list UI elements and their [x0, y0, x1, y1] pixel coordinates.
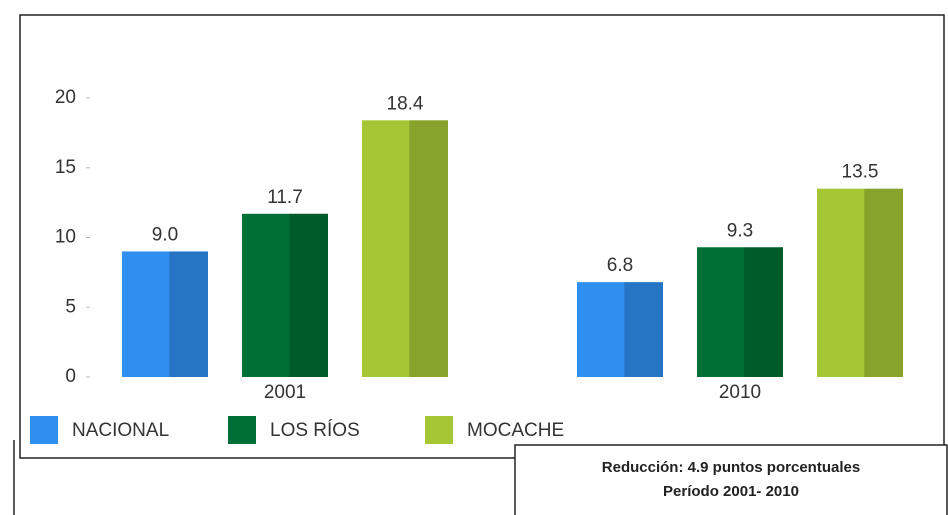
- y-tick-label: 20: [55, 87, 76, 108]
- y-tick-label: 15: [55, 157, 76, 178]
- value-label: 9.3: [727, 220, 753, 241]
- legend-swatch: [228, 416, 256, 444]
- bar: [817, 188, 903, 377]
- value-label: 18.4: [387, 93, 424, 114]
- bar: [577, 282, 663, 377]
- bar: [122, 251, 208, 377]
- bar-shade: [624, 282, 663, 377]
- note-box: [514, 444, 948, 515]
- y-tick-label: 5: [65, 296, 76, 317]
- legend-label: MOCACHE: [467, 420, 564, 441]
- value-label: 9.0: [152, 224, 178, 245]
- y-tick-label: 0: [65, 366, 76, 387]
- x-tick-label: 2010: [719, 382, 761, 403]
- bar: [697, 247, 783, 377]
- y-tick-label: 10: [55, 227, 76, 248]
- legend-label: NACIONAL: [72, 420, 169, 441]
- bar-shade: [289, 213, 328, 377]
- bar: [362, 120, 448, 377]
- legend-swatch: [30, 416, 58, 444]
- bar-shade: [409, 120, 448, 377]
- bar-shade: [744, 247, 783, 377]
- note-line: Reducción: 4.9 puntos porcentuales: [602, 459, 860, 476]
- bar-shade: [864, 188, 903, 377]
- bar: [242, 213, 328, 377]
- legend-swatch: [425, 416, 453, 444]
- value-label: 13.5: [842, 162, 879, 183]
- legend-label: LOS RÍOS: [270, 420, 360, 441]
- note-line: Período 2001- 2010: [663, 483, 799, 500]
- x-tick-label: 2001: [264, 382, 306, 403]
- value-label: 6.8: [607, 255, 633, 276]
- bar-shade: [169, 251, 208, 377]
- chart-frame: [19, 14, 945, 459]
- value-label: 11.7: [267, 187, 303, 208]
